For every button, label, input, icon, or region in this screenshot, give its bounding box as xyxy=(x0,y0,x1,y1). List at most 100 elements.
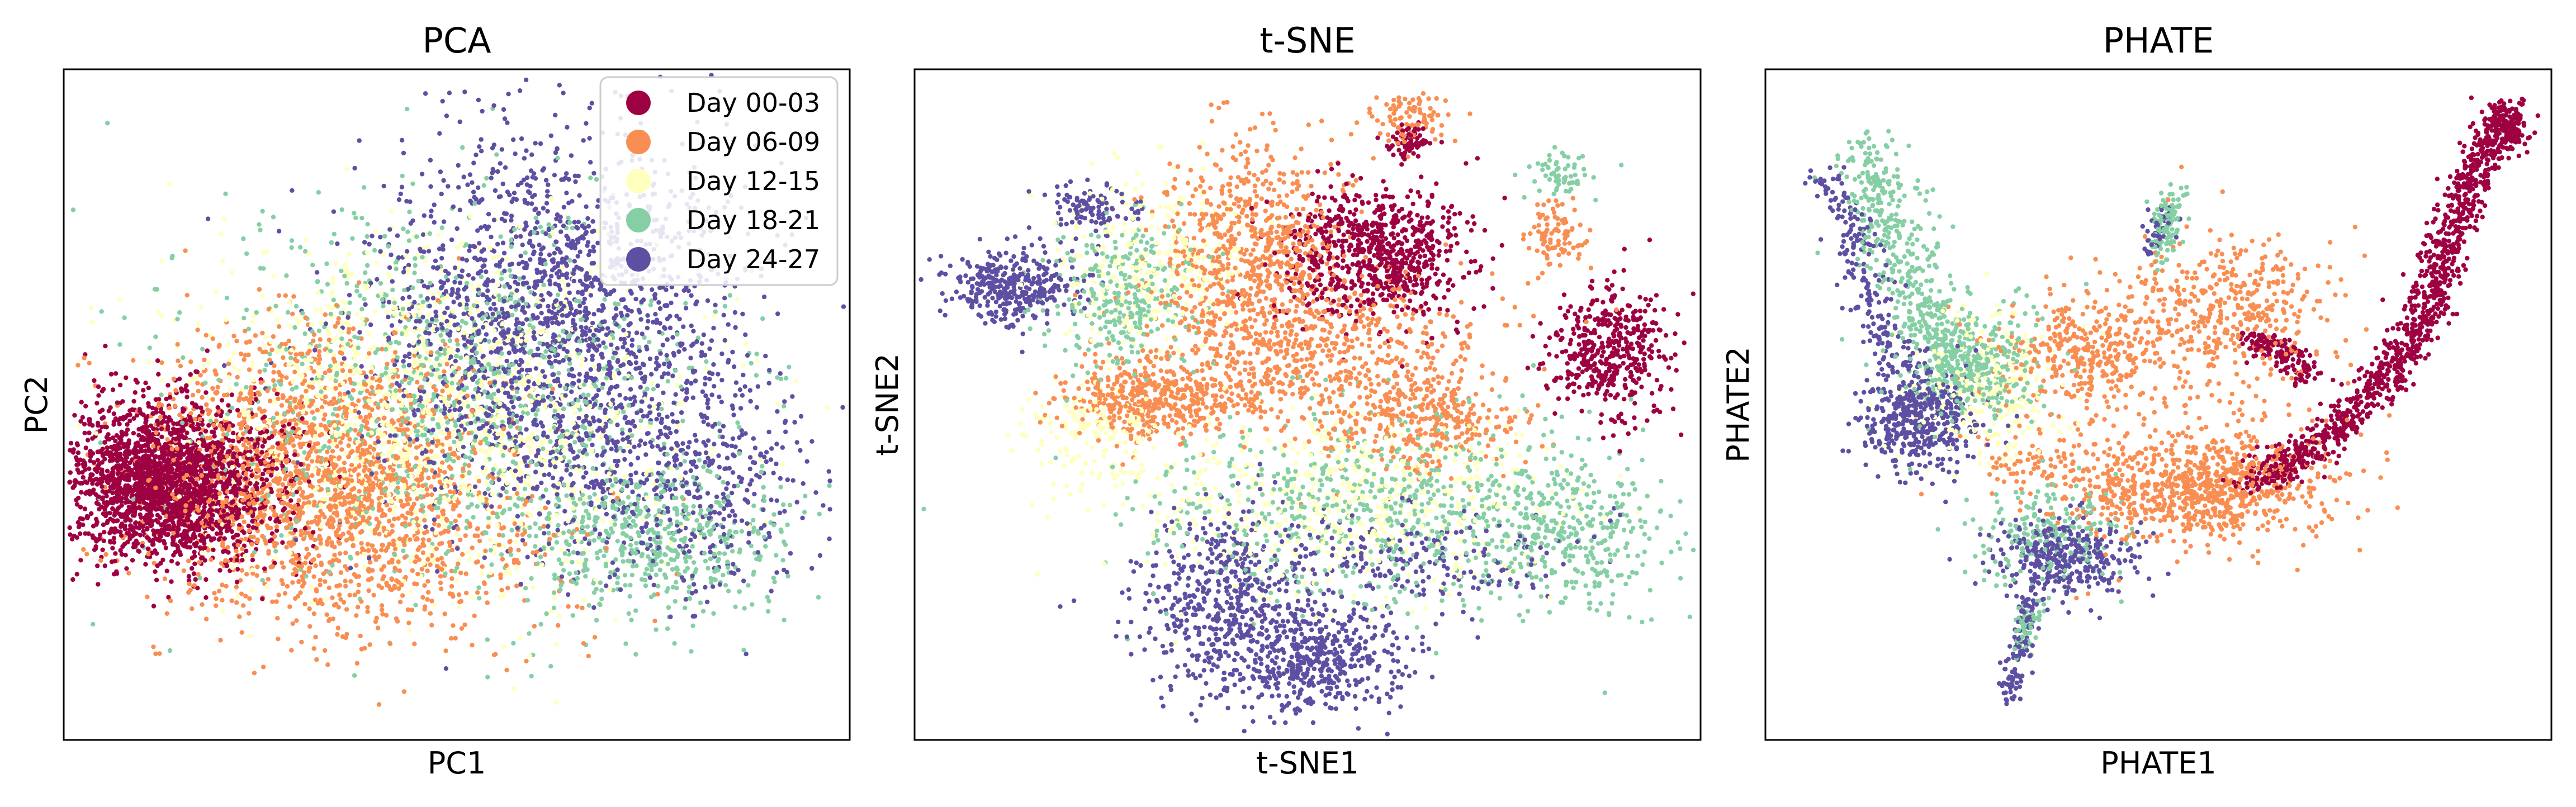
scatter-point xyxy=(238,352,244,357)
scatter-point xyxy=(438,269,443,274)
scatter-point xyxy=(124,566,129,571)
scatter-point xyxy=(717,421,722,426)
scatter-point xyxy=(264,583,269,589)
scatter-point xyxy=(357,138,362,143)
scatter-point xyxy=(326,585,332,591)
scatter-point xyxy=(792,420,797,425)
scatter-point xyxy=(415,496,420,501)
scatter-point xyxy=(98,440,103,445)
scatter-point xyxy=(481,374,486,379)
scatter-point xyxy=(462,622,467,628)
scatter-point xyxy=(572,173,577,178)
scatter-point xyxy=(269,347,274,353)
scatter-point xyxy=(651,387,656,392)
scatter-point xyxy=(516,496,522,501)
scatter-point xyxy=(554,642,559,647)
scatter-point xyxy=(387,641,393,647)
scatter-point xyxy=(665,626,670,632)
scatter-point xyxy=(260,578,265,583)
scatter-point xyxy=(708,556,713,562)
scatter-point xyxy=(638,425,643,430)
scatter-point xyxy=(490,345,495,350)
scatter-point xyxy=(334,336,339,341)
scatter-point xyxy=(583,231,588,236)
scatter-point xyxy=(680,419,685,424)
scatter-point xyxy=(117,297,122,302)
scatter-point xyxy=(271,215,276,220)
scatter-point xyxy=(434,314,439,319)
scatter-point xyxy=(143,416,148,421)
scatter-point xyxy=(452,279,457,285)
scatter-point xyxy=(498,297,503,303)
scatter-point xyxy=(782,567,787,573)
scatter-point xyxy=(491,255,496,260)
scatter-point xyxy=(453,635,458,641)
scatter-point xyxy=(105,468,110,473)
scatter-point xyxy=(548,664,553,669)
scatter-point xyxy=(705,298,711,303)
scatter-point xyxy=(218,414,224,419)
scatter-point xyxy=(769,497,774,502)
scatter-point xyxy=(542,472,547,477)
scatter-point xyxy=(406,462,411,467)
scatter-point xyxy=(569,535,574,540)
scatter-point xyxy=(396,464,401,469)
scatter-point xyxy=(193,577,198,582)
scatter-point xyxy=(549,609,554,614)
scatter-point xyxy=(691,504,696,509)
scatter-point xyxy=(101,415,106,420)
scatter-point xyxy=(405,229,410,234)
scatter-point xyxy=(679,525,685,530)
scatter-point xyxy=(539,480,544,486)
scatter-point xyxy=(467,172,473,177)
scatter-point xyxy=(620,531,626,536)
scatter-point xyxy=(621,327,626,333)
scatter-point xyxy=(557,360,562,365)
scatter-point xyxy=(426,398,431,403)
scatter-point xyxy=(610,355,615,360)
scatter-point xyxy=(473,153,479,158)
scatter-point xyxy=(418,293,423,298)
scatter-point xyxy=(421,537,426,542)
scatter-point xyxy=(83,445,88,450)
scatter-point xyxy=(192,561,197,566)
scatter-point xyxy=(595,428,600,433)
scatter-point xyxy=(325,449,330,454)
scatter-point xyxy=(456,557,461,562)
scatter-point xyxy=(341,495,347,500)
scatter-point xyxy=(443,289,448,294)
scatter-point xyxy=(724,486,729,491)
scatter-point xyxy=(337,518,343,523)
scatter-point xyxy=(231,364,237,369)
scatter-point xyxy=(670,419,676,424)
scatter-point xyxy=(330,412,336,417)
scatter-point xyxy=(211,430,216,435)
scatter-point xyxy=(553,700,559,705)
scatter-point xyxy=(551,533,556,538)
scatter-point xyxy=(841,304,846,309)
scatter-point xyxy=(678,476,683,481)
scatter-point xyxy=(316,328,322,334)
scatter-point xyxy=(840,405,845,410)
scatter-point xyxy=(521,177,527,182)
scatter-point xyxy=(769,588,774,594)
scatter-point xyxy=(572,440,577,445)
scatter-point xyxy=(345,268,350,273)
scatter-point xyxy=(440,326,445,331)
scatter-point xyxy=(661,362,667,367)
scatter-point xyxy=(414,445,419,450)
scatter-point xyxy=(642,441,648,447)
scatter-point xyxy=(591,581,596,586)
scatter-point xyxy=(533,366,538,371)
scatter-point xyxy=(429,599,434,604)
scatter-point xyxy=(184,430,190,435)
scatter-point xyxy=(203,595,209,600)
scatter-point xyxy=(605,326,610,331)
scatter-point xyxy=(432,220,437,225)
scatter-point xyxy=(527,533,532,539)
scatter-point xyxy=(751,503,756,509)
scatter-point xyxy=(71,447,76,452)
scatter-point xyxy=(272,383,277,388)
scatter-point xyxy=(477,596,482,601)
scatter-point xyxy=(555,146,560,151)
